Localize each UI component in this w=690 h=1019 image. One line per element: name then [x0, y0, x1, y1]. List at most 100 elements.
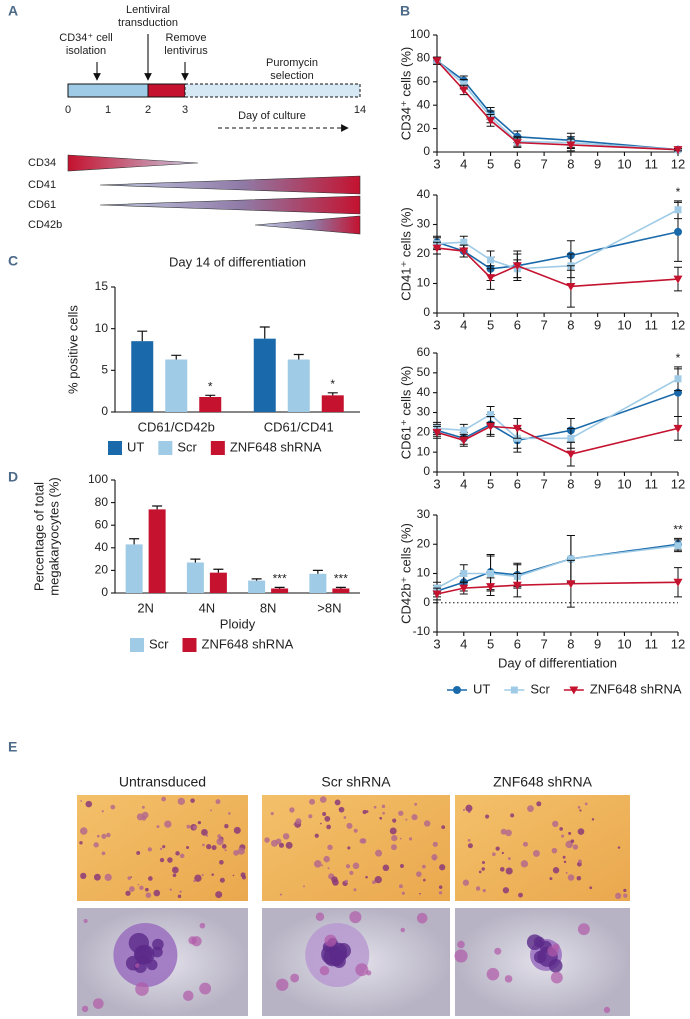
legend-label: ZNF648 shRNA [202, 636, 294, 651]
y-tick-label: 10 [417, 276, 431, 290]
cell [346, 822, 353, 829]
platelet [315, 912, 325, 922]
timeline: CD34⁺ cell isolation Lentiviral transduc… [28, 4, 361, 235]
cell [492, 852, 496, 857]
x-tick-label: 9 [594, 156, 601, 171]
nucleus [526, 934, 543, 951]
cell [441, 825, 446, 830]
bar [309, 573, 327, 593]
cell [475, 886, 481, 891]
marker [567, 555, 575, 563]
cell [465, 804, 473, 812]
platelet [416, 912, 428, 924]
x-tick-label: 5 [487, 476, 494, 491]
event-label: CD34⁺ cell [59, 32, 113, 44]
x-tick-label: 8 [567, 156, 574, 171]
cell [171, 866, 179, 874]
day-label: 3 [182, 104, 188, 116]
cell [106, 832, 111, 838]
cell [623, 888, 627, 893]
day-label: 14 [354, 104, 366, 116]
cell [193, 879, 196, 883]
cell [295, 818, 302, 825]
cell [353, 888, 357, 892]
cell [467, 843, 473, 849]
expression-wedge [67, 154, 199, 172]
cell [285, 841, 293, 849]
cell [338, 806, 345, 813]
x-tick-label: 3 [433, 636, 440, 651]
platelet [83, 918, 88, 924]
cell [194, 874, 202, 882]
y-tick-label: 40 [417, 187, 431, 201]
cell [332, 879, 339, 886]
x-tick-label: 6 [514, 636, 521, 651]
cell [462, 808, 466, 812]
x-tick-label: 11 [644, 476, 658, 491]
cell [169, 888, 172, 891]
cell [520, 860, 529, 868]
cell [570, 839, 575, 843]
cell [80, 800, 83, 802]
cell [177, 894, 182, 899]
marker [674, 227, 682, 236]
x-tick-label: 12 [671, 476, 685, 491]
cell [549, 877, 553, 881]
legend-label: Scr [177, 439, 197, 454]
cell [137, 883, 140, 886]
annotation: * [330, 377, 335, 391]
platelet [552, 943, 560, 951]
error-bar [251, 578, 262, 581]
platelet [135, 963, 140, 968]
cell [400, 864, 404, 868]
nucleus [146, 959, 158, 971]
cell [467, 838, 471, 842]
y-tick-label: 60 [95, 517, 109, 531]
legend-swatch [210, 441, 225, 455]
x-tick-label: 11 [644, 317, 658, 332]
y-tick-label: 0 [423, 144, 430, 158]
y-tick-label: 50 [417, 365, 431, 379]
cell [104, 873, 112, 881]
cell [264, 837, 270, 843]
cell [401, 891, 405, 895]
panel-label: B [400, 3, 410, 19]
cell [532, 849, 540, 857]
y-tick-label: 10 [417, 566, 431, 580]
bar [148, 509, 166, 593]
x-tick-label: 9 [594, 476, 601, 491]
marker [512, 262, 522, 271]
annotation: * [676, 351, 681, 365]
cell [129, 886, 135, 892]
marker [566, 141, 576, 150]
cell [177, 797, 185, 806]
cell [365, 875, 368, 879]
x-tick-label: 4N [199, 600, 216, 615]
cell [432, 841, 438, 847]
cell [233, 826, 241, 834]
x-tick-label: 9 [594, 636, 601, 651]
cell [552, 867, 560, 874]
y-tick-label: 10 [95, 321, 109, 335]
cell [186, 845, 190, 850]
y-tick-label: 80 [417, 51, 431, 65]
cell [215, 891, 223, 899]
cell [201, 873, 204, 877]
cell [565, 871, 568, 874]
cell [202, 843, 205, 847]
cell [391, 834, 398, 842]
marker [569, 686, 579, 695]
bar [209, 572, 227, 593]
cell [211, 845, 217, 851]
cell [438, 885, 443, 889]
cell [391, 844, 397, 851]
cell [399, 884, 403, 889]
cell [322, 812, 327, 816]
platelet [400, 927, 406, 933]
marker [487, 256, 495, 264]
nucleus [329, 951, 345, 967]
x-tick-label: 5 [487, 156, 494, 171]
cell [101, 833, 107, 839]
cell [567, 874, 575, 881]
cell [568, 831, 572, 835]
